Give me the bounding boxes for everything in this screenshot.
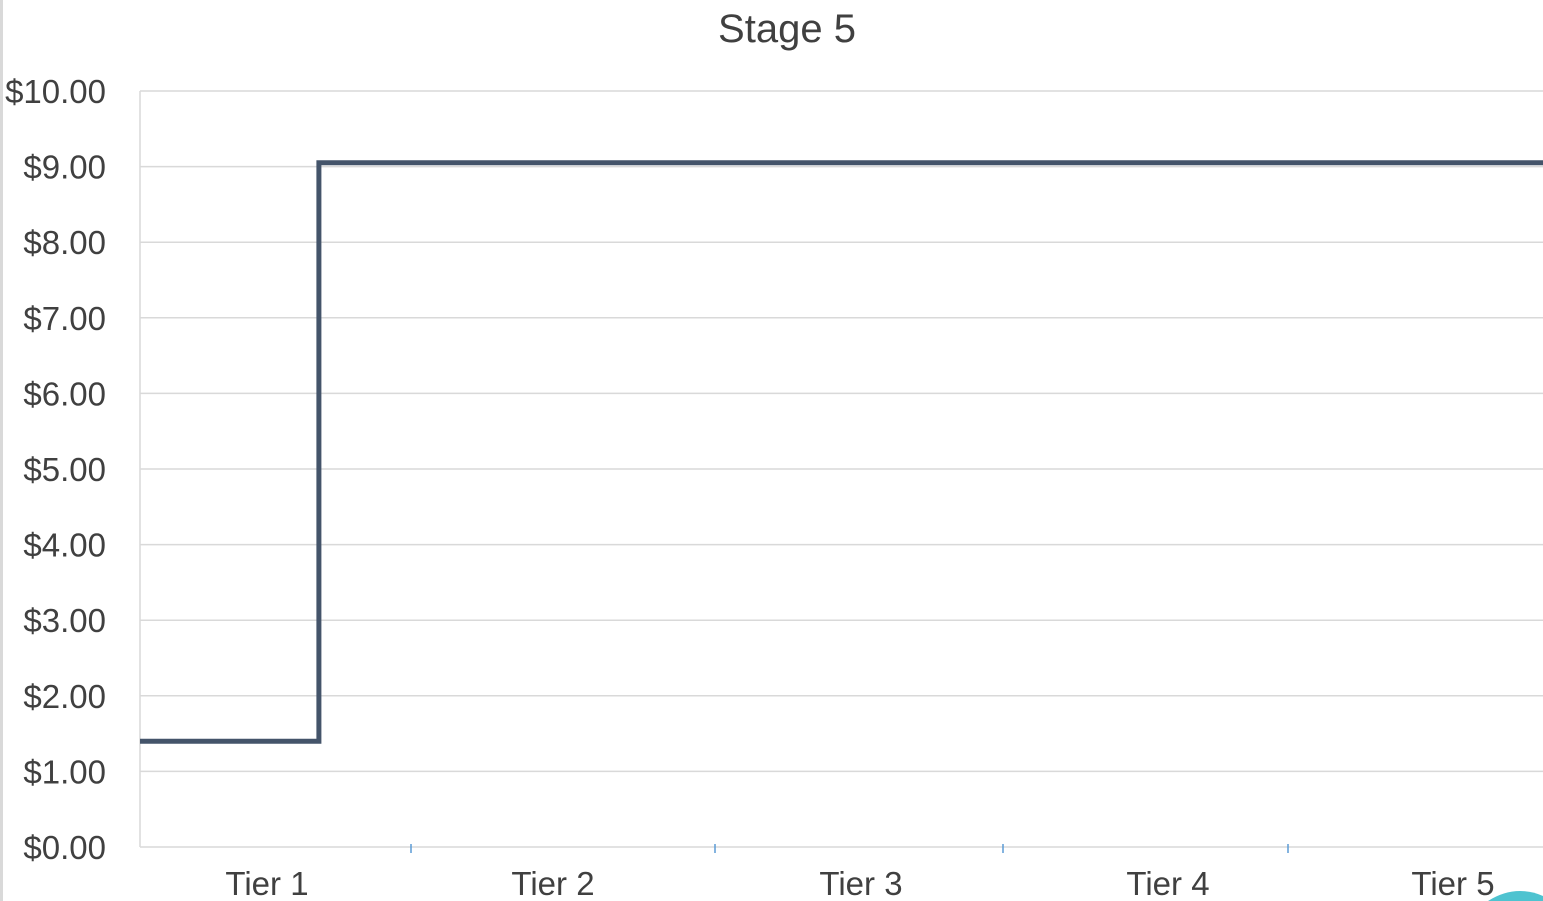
y-tick-label: $8.00 (23, 224, 106, 261)
axes (140, 91, 1543, 853)
y-tick-label: $1.00 (23, 753, 106, 790)
y-tick-label: $6.00 (23, 375, 106, 412)
x-tick-label: Tier 1 (225, 865, 308, 901)
chart-title: Stage 5 (718, 7, 856, 51)
y-tick-label: $2.00 (23, 678, 106, 715)
y-tick-label: $4.00 (23, 527, 106, 564)
labels: $0.00 $1.00 $2.00 $3.00 $4.00 $5.00 $6.00 $7.00… (5, 73, 1495, 901)
y-tick-label: $5.00 (23, 451, 106, 488)
y-tick-label: $9.00 (23, 149, 106, 186)
x-tick-label: Tier 5 (1411, 865, 1494, 901)
series-layer (140, 163, 1543, 741)
corner-accent-shape (1488, 891, 1543, 901)
y-tick-label: $10.00 (5, 73, 106, 110)
x-tick-label: Tier 3 (819, 865, 902, 901)
grid (140, 91, 1543, 771)
y-tick-label: $0.00 (23, 829, 106, 866)
x-tick-label: Tier 4 (1126, 865, 1209, 901)
y-tick-label: $3.00 (23, 602, 106, 639)
y-tick-label: $7.00 (23, 300, 106, 337)
x-tick-label: Tier 2 (511, 865, 594, 901)
series-line (140, 163, 1543, 741)
